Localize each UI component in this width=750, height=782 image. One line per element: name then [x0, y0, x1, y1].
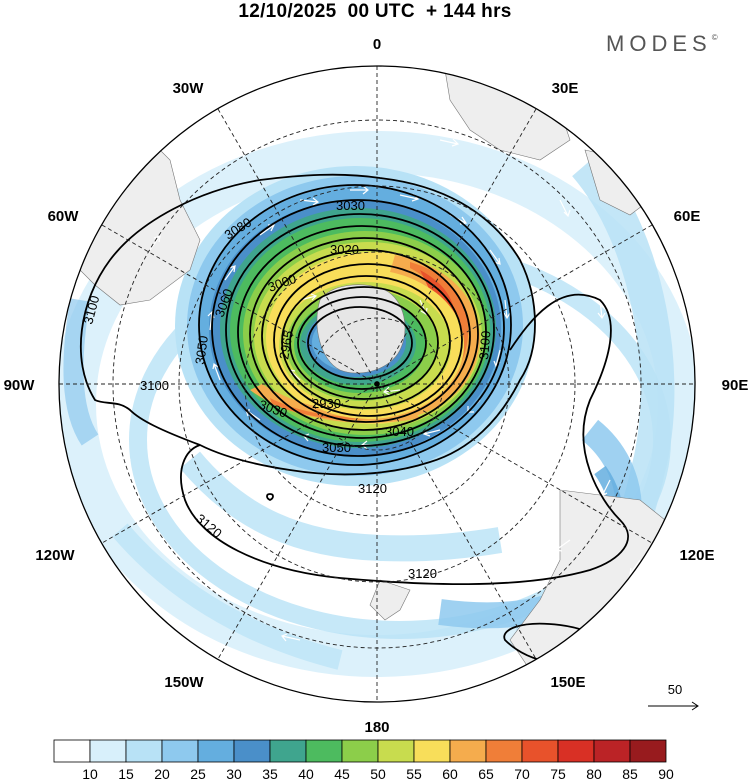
- lon-label-90e: 90E: [722, 377, 749, 394]
- south-pole-marker: [374, 381, 380, 387]
- height-contours: [79, 173, 629, 665]
- colorbar-swatch: [125, 739, 163, 763]
- colorbar-label: 75: [550, 766, 566, 782]
- colorbar-label: 20: [154, 766, 170, 782]
- antarctica: [316, 284, 406, 374]
- lon-label-180: 180: [364, 719, 389, 736]
- lon-label-60e: 60E: [674, 208, 701, 225]
- wind-vectors: [107, 124, 641, 642]
- lon-label-150w: 150W: [164, 674, 204, 691]
- contour-label: 3030: [336, 198, 365, 213]
- colorbar-swatch: [629, 739, 667, 763]
- colorbar-swatch: [485, 739, 523, 763]
- colorbar-label: 35: [262, 766, 278, 782]
- colorbar-label: 70: [514, 766, 530, 782]
- colorbar-label: 60: [442, 766, 458, 782]
- lon-label-0: 0: [373, 36, 381, 53]
- colorbar-swatch: [269, 739, 307, 763]
- lon-label-150e: 150E: [550, 674, 585, 691]
- lon-label-30e: 30E: [552, 80, 579, 97]
- contour-label: 3040: [385, 424, 414, 439]
- colorbar-swatch: [341, 739, 379, 763]
- colorbar-swatch: [593, 739, 631, 763]
- lon-label-60w: 60W: [48, 208, 80, 225]
- colorbar-label: 90: [658, 766, 674, 782]
- colorbar-label: 85: [622, 766, 638, 782]
- lon-label-90w: 90W: [4, 377, 36, 394]
- colorbar-label: 50: [370, 766, 386, 782]
- colorbar-label: 40: [298, 766, 314, 782]
- lon-label-120e: 120E: [679, 547, 714, 564]
- contour-label: 2930: [312, 396, 341, 411]
- contour-label: 3100: [476, 330, 493, 360]
- colorbar: 10 15 20 25 30 35 40 45 50 55 60 65 70 75 80 85 90: [53, 739, 674, 782]
- colorbar-swatch: [557, 739, 595, 763]
- colorbar-swatch: [413, 739, 451, 763]
- contour-label: 2965: [276, 329, 296, 360]
- colorbar-label: 15: [118, 766, 134, 782]
- colorbar-swatch: [197, 739, 235, 763]
- contour-label: 3100: [140, 378, 169, 393]
- colorbar-swatch: [305, 739, 343, 763]
- map-border: [58, 65, 696, 703]
- contour-label: 3050: [192, 335, 211, 366]
- colorbar-swatch: [53, 739, 91, 763]
- colorbar-label: 80: [586, 766, 602, 782]
- colorbar-label: 25: [190, 766, 206, 782]
- colorbar-swatch: [377, 739, 415, 763]
- contour-label: 3120: [408, 566, 437, 581]
- lon-label-120w: 120W: [35, 547, 75, 564]
- contour-label: 3020: [330, 242, 359, 257]
- wind-reference-value: 50: [668, 682, 682, 697]
- copyright-mark: ©: [711, 33, 718, 42]
- colorbar-swatch: [449, 739, 487, 763]
- lon-label-30w: 30W: [173, 80, 205, 97]
- map-title: 12/10/2025 00 UTC + 144 hrs: [238, 1, 512, 22]
- contour-label: 3120: [358, 481, 387, 496]
- colorbar-label: 10: [82, 766, 98, 782]
- brand-name: MODES: [606, 31, 712, 56]
- wind-reference: 50: [648, 682, 699, 711]
- colorbar-label: 65: [478, 766, 494, 782]
- longitude-labels: 0 30E 60E 90E 120E 150E 180 150W 120W 90…: [4, 36, 749, 736]
- colorbar-label: 30: [226, 766, 242, 782]
- colorbar-swatch: [161, 739, 199, 763]
- contour-label: 3100: [80, 294, 102, 326]
- brand-logo: MODES©: [606, 31, 718, 57]
- wind-reference-arrowhead: [691, 701, 699, 711]
- colorbar-swatch: [89, 739, 127, 763]
- colorbar-swatch: [233, 739, 271, 763]
- contour-label: 3050: [322, 440, 351, 455]
- colorbar-swatch: [521, 739, 559, 763]
- colorbar-label: 45: [334, 766, 350, 782]
- colorbar-label: 55: [406, 766, 422, 782]
- new-zealand: [369, 579, 411, 621]
